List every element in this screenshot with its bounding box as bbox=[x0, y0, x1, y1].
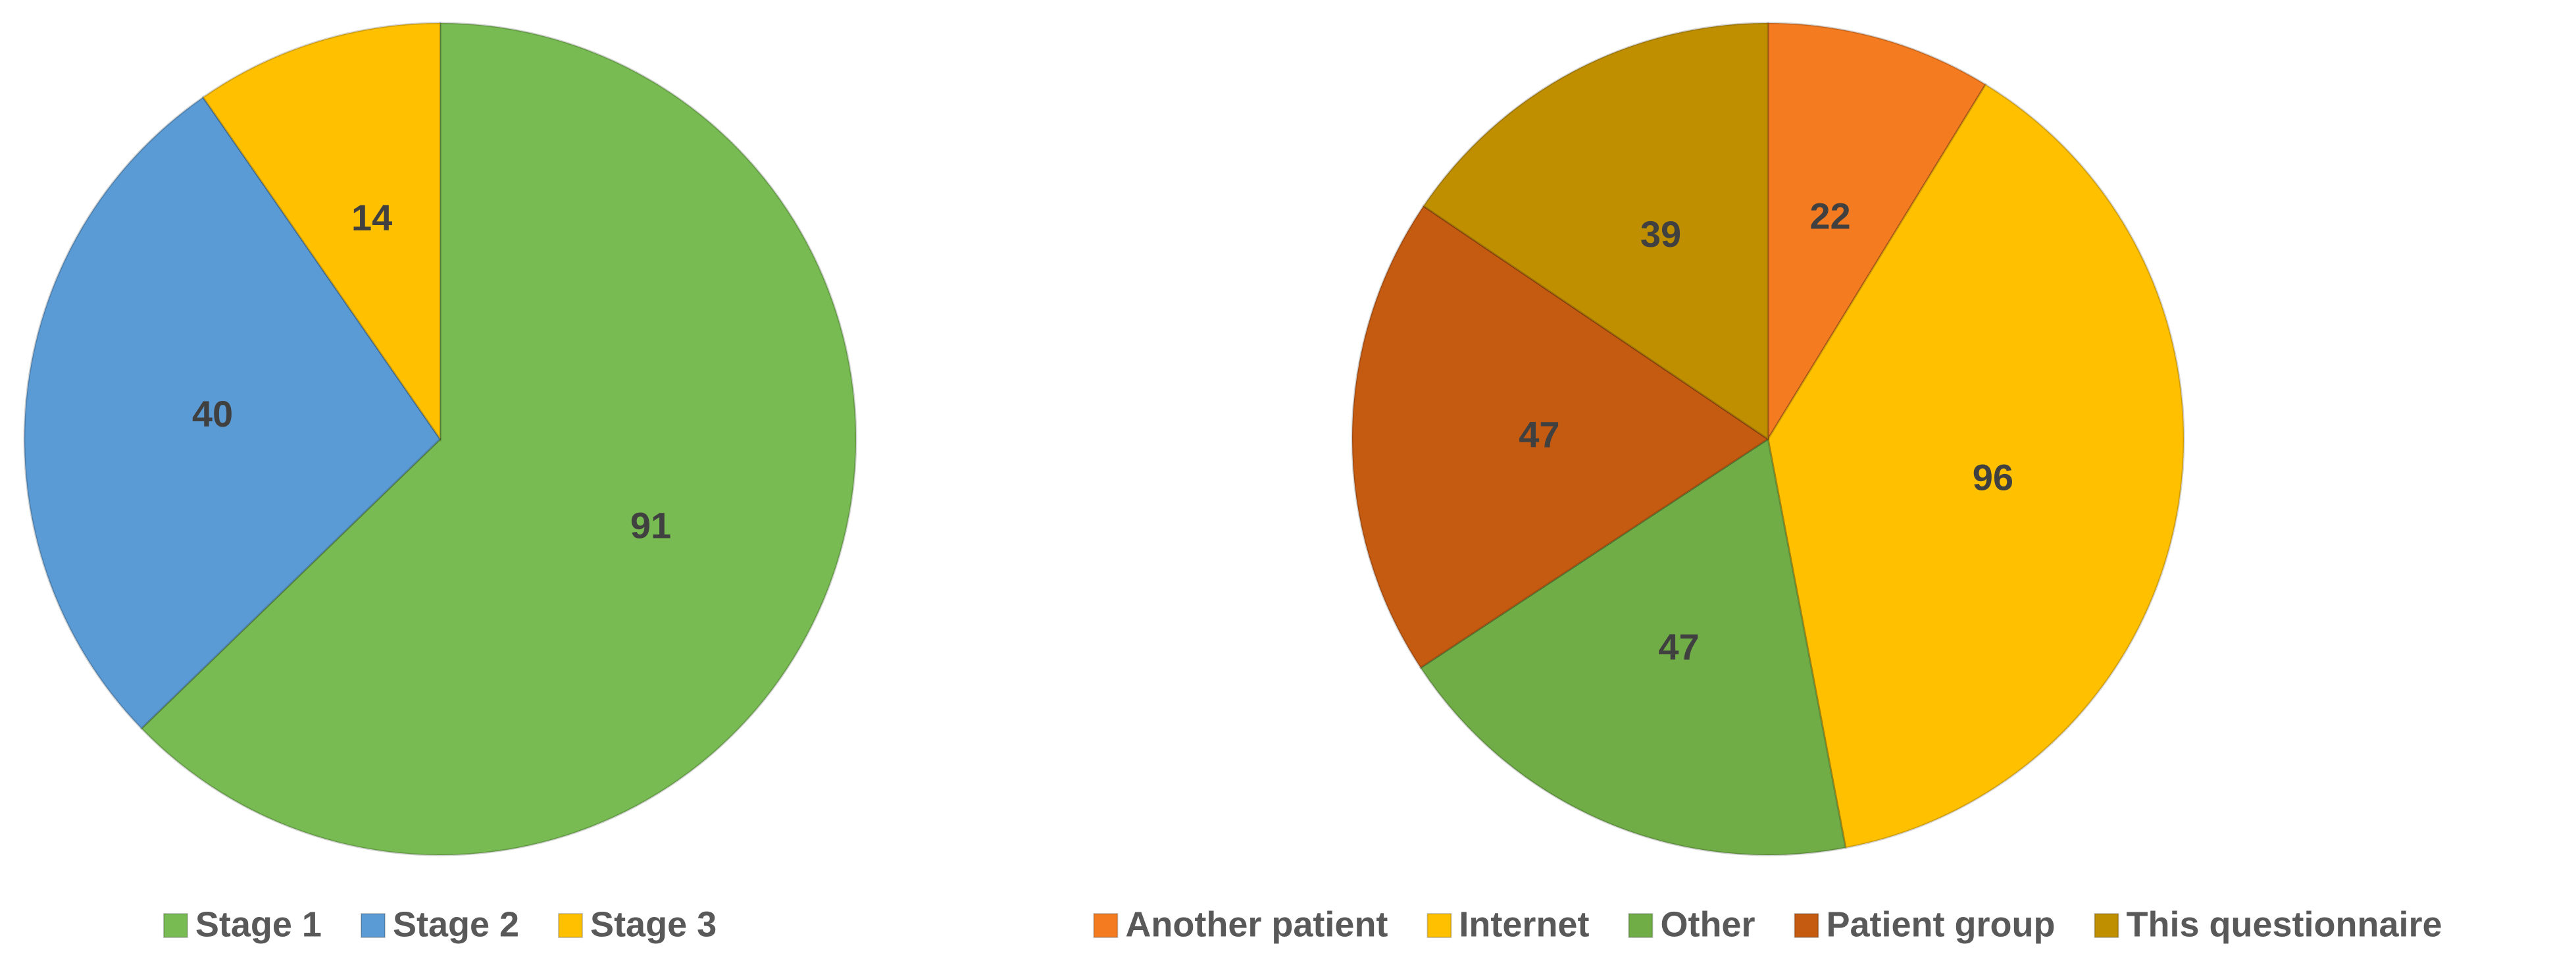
data-label: 14 bbox=[351, 197, 392, 238]
data-label: 40 bbox=[192, 393, 233, 434]
pie-slice bbox=[139, 22, 857, 856]
pie: 22 96 47 47 39 bbox=[1351, 22, 2185, 856]
pie-slice bbox=[23, 95, 442, 730]
legend-swatch bbox=[558, 913, 584, 938]
legend-swatch bbox=[163, 913, 188, 938]
legend-label: Stage 3 bbox=[590, 904, 717, 944]
legend-label: Other bbox=[1660, 904, 1755, 944]
legend-label: Internet bbox=[1459, 904, 1589, 944]
legend-label: This questionnaire bbox=[2126, 904, 2442, 944]
data-label: 39 bbox=[1640, 213, 1681, 255]
legend-swatch bbox=[360, 913, 386, 938]
pie-slice bbox=[1419, 437, 1847, 856]
data-label: 47 bbox=[1519, 414, 1559, 456]
pie: 91 40 14 bbox=[23, 22, 857, 856]
pie-slice bbox=[1767, 22, 1987, 443]
legend: Stage 1 Stage 2 Stage 3 bbox=[163, 904, 717, 944]
legend-swatch bbox=[2094, 913, 2119, 938]
legend-label: Stage 2 bbox=[393, 904, 519, 944]
pie-slice bbox=[1767, 83, 2185, 849]
pie-slice bbox=[1422, 22, 1769, 441]
legend-swatch bbox=[1427, 913, 1452, 938]
pie-slice bbox=[1351, 204, 1770, 669]
legend-label: Patient group bbox=[1826, 904, 2055, 944]
legend-swatch bbox=[1794, 913, 1819, 938]
legend-label: Another patient bbox=[1125, 904, 1388, 944]
legend: Another patient Internet Other Patient grou… bbox=[1093, 904, 2442, 944]
legend-label: Stage 1 bbox=[195, 904, 322, 944]
legend-swatch bbox=[1628, 913, 1654, 938]
pie-slice bbox=[201, 22, 442, 442]
data-label: 22 bbox=[1809, 195, 1850, 236]
data-label: 96 bbox=[1973, 457, 2013, 498]
data-label: 47 bbox=[1658, 626, 1699, 667]
data-label: 91 bbox=[630, 504, 671, 546]
legend-swatch bbox=[1093, 913, 1119, 938]
